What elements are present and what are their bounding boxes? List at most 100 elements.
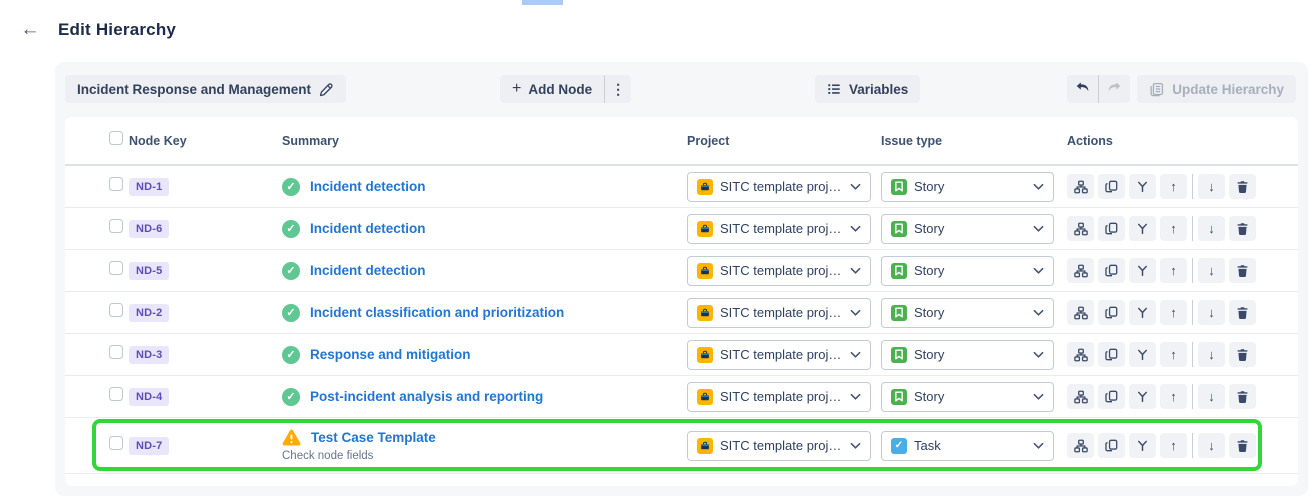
project-select[interactable]: SITC template project [687, 430, 871, 461]
header-node-key: Node Key [129, 133, 187, 148]
back-button[interactable]: ← [18, 18, 42, 42]
sitemap-action-button[interactable] [1067, 258, 1094, 283]
summary-link[interactable]: Incident classification and prioritizati… [310, 305, 565, 320]
move-up-icon: ↑ [1170, 438, 1177, 453]
move-up-action-button[interactable]: ↑ [1160, 433, 1187, 458]
project-avatar-icon [697, 304, 713, 321]
move-up-icon: ↑ [1170, 221, 1177, 236]
move-down-action-button[interactable]: ↓ [1198, 258, 1225, 283]
branch-action-button[interactable] [1129, 433, 1156, 458]
trash-action-button[interactable] [1229, 342, 1256, 367]
row-checkbox[interactable] [109, 261, 123, 275]
issue-type-select[interactable]: ✓ Task [881, 430, 1054, 461]
sitemap-action-button[interactable] [1067, 174, 1094, 199]
move-down-action-button[interactable]: ↓ [1198, 342, 1225, 367]
row-checkbox[interactable] [109, 345, 123, 359]
sitemap-action-button[interactable] [1067, 342, 1094, 367]
sitemap-icon [1073, 264, 1088, 278]
update-hierarchy-button[interactable]: Update Hierarchy [1137, 75, 1296, 103]
undo-redo-group [1067, 75, 1131, 103]
summary-link[interactable]: Post-incident analysis and reporting [310, 389, 544, 404]
back-arrow-icon: ← [20, 19, 40, 40]
table-row: ND-6 ✓ Incident detection SITC template … [65, 208, 1298, 250]
move-up-action-button[interactable]: ↑ [1160, 216, 1187, 241]
issue-type-select[interactable]: ✓ Story [881, 381, 1054, 412]
summary-link[interactable]: Test Case Template [311, 430, 436, 445]
row-checkbox[interactable] [109, 303, 123, 317]
variables-button[interactable]: Variables [815, 75, 921, 103]
status-success-icon: ✓ [282, 303, 300, 322]
branch-action-button[interactable] [1129, 384, 1156, 409]
trash-icon [1236, 306, 1249, 319]
sitemap-icon [1073, 439, 1088, 453]
move-down-action-button[interactable]: ↓ [1198, 174, 1225, 199]
chevron-down-icon [850, 309, 861, 317]
sitemap-action-button[interactable] [1067, 216, 1094, 241]
branch-action-button[interactable] [1129, 216, 1156, 241]
issue-type-select-value: Story [914, 263, 945, 278]
move-up-action-button[interactable]: ↑ [1160, 300, 1187, 325]
move-up-action-button[interactable]: ↑ [1160, 342, 1187, 367]
copy-action-button[interactable] [1098, 258, 1125, 283]
summary-link[interactable]: Response and mitigation [310, 347, 471, 362]
warning-subtext: Check node fields [282, 450, 374, 462]
trash-action-button[interactable] [1229, 174, 1256, 199]
summary-link[interactable]: Incident detection [310, 221, 426, 236]
row-checkbox[interactable] [109, 387, 123, 401]
branch-action-button[interactable] [1129, 342, 1156, 367]
move-down-action-button[interactable]: ↓ [1198, 384, 1225, 409]
summary-link[interactable]: Incident detection [310, 179, 426, 194]
move-up-action-button[interactable]: ↑ [1160, 384, 1187, 409]
issue-type-select[interactable]: ✓ Story [881, 255, 1054, 286]
move-up-action-button[interactable]: ↑ [1160, 174, 1187, 199]
move-down-action-button[interactable]: ↓ [1198, 433, 1225, 458]
branch-action-button[interactable] [1129, 174, 1156, 199]
copy-action-button[interactable] [1098, 174, 1125, 199]
project-select[interactable]: SITC template project [687, 381, 871, 412]
summary-link[interactable]: Incident detection [310, 263, 426, 278]
move-up-action-button[interactable]: ↑ [1160, 258, 1187, 283]
sitemap-action-button[interactable] [1067, 384, 1094, 409]
header-summary: Summary [282, 133, 339, 148]
branch-action-button[interactable] [1129, 258, 1156, 283]
trash-action-button[interactable] [1229, 216, 1256, 241]
select-all-checkbox[interactable] [109, 131, 123, 145]
issue-type-select[interactable]: ✓ Story [881, 213, 1054, 244]
project-select[interactable]: SITC template project [687, 297, 871, 328]
add-node-button[interactable]: + Add Node [500, 75, 604, 103]
issue-type-select[interactable]: ✓ Story [881, 171, 1054, 202]
project-select[interactable]: SITC template project [687, 255, 871, 286]
trash-action-button[interactable] [1229, 258, 1256, 283]
move-down-action-button[interactable]: ↓ [1198, 300, 1225, 325]
sitemap-icon [1073, 306, 1088, 320]
move-up-icon: ↑ [1170, 263, 1177, 278]
redo-button[interactable] [1099, 75, 1130, 103]
add-node-more-button[interactable]: ⋮ [605, 75, 631, 103]
row-checkbox[interactable] [109, 219, 123, 233]
copy-action-button[interactable] [1098, 384, 1125, 409]
sitemap-action-button[interactable] [1067, 433, 1094, 458]
trash-action-button[interactable] [1229, 300, 1256, 325]
undo-button[interactable] [1067, 75, 1098, 103]
trash-action-button[interactable] [1229, 384, 1256, 409]
project-select[interactable]: SITC template project [687, 339, 871, 370]
issue-type-select[interactable]: ✓ Story [881, 297, 1054, 328]
node-key-badge: ND-7 [129, 437, 170, 455]
copy-action-button[interactable] [1098, 433, 1125, 458]
branch-action-button[interactable] [1129, 300, 1156, 325]
issue-type-select[interactable]: ✓ Story [881, 339, 1054, 370]
copy-action-button[interactable] [1098, 300, 1125, 325]
sitemap-action-button[interactable] [1067, 300, 1094, 325]
trash-action-button[interactable] [1229, 433, 1256, 458]
issue-type-select-value: Story [914, 305, 945, 320]
row-checkbox[interactable] [109, 436, 123, 450]
node-key-badge: ND-5 [129, 262, 170, 280]
hierarchy-name-button[interactable]: Incident Response and Management [65, 75, 347, 103]
project-select[interactable]: SITC template project [687, 171, 871, 202]
page-title: Edit Hierarchy [58, 20, 177, 39]
project-select[interactable]: SITC template project [687, 213, 871, 244]
move-down-action-button[interactable]: ↓ [1198, 216, 1225, 241]
copy-action-button[interactable] [1098, 216, 1125, 241]
copy-action-button[interactable] [1098, 342, 1125, 367]
row-checkbox[interactable] [109, 177, 123, 191]
